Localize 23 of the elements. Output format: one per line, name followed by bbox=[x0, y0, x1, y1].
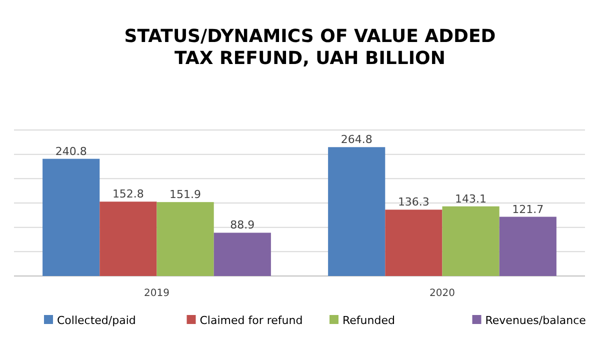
bar bbox=[42, 158, 100, 276]
x-tick-label: 2019 bbox=[144, 288, 170, 299]
legend-label: Refunded bbox=[342, 314, 395, 327]
bar bbox=[499, 216, 556, 276]
bar bbox=[328, 147, 386, 276]
legend-label: Collected/paid bbox=[57, 314, 136, 327]
legend-label: Revenues/balance bbox=[485, 314, 586, 327]
bar bbox=[156, 202, 214, 276]
legend-label: Claimed for refund bbox=[200, 314, 303, 327]
bar bbox=[214, 232, 271, 276]
data-label: 152.8 bbox=[112, 188, 144, 201]
data-label: 88.9 bbox=[230, 218, 255, 232]
chart-title: STATUS/DYNAMICS OF VALUE ADDED TAX REFUND, UAH BILLION bbox=[124, 26, 496, 69]
x-tick-label: 2020 bbox=[430, 288, 455, 299]
data-label: 121.7 bbox=[512, 202, 544, 216]
bar bbox=[385, 210, 442, 276]
data-label: 151.9 bbox=[170, 188, 202, 202]
data-label: 240.8 bbox=[55, 144, 87, 158]
data-label: 136.3 bbox=[398, 196, 430, 209]
bar bbox=[442, 206, 500, 276]
data-label: 143.1 bbox=[455, 192, 487, 206]
bar bbox=[100, 202, 157, 276]
data-label: 264.8 bbox=[340, 133, 372, 146]
